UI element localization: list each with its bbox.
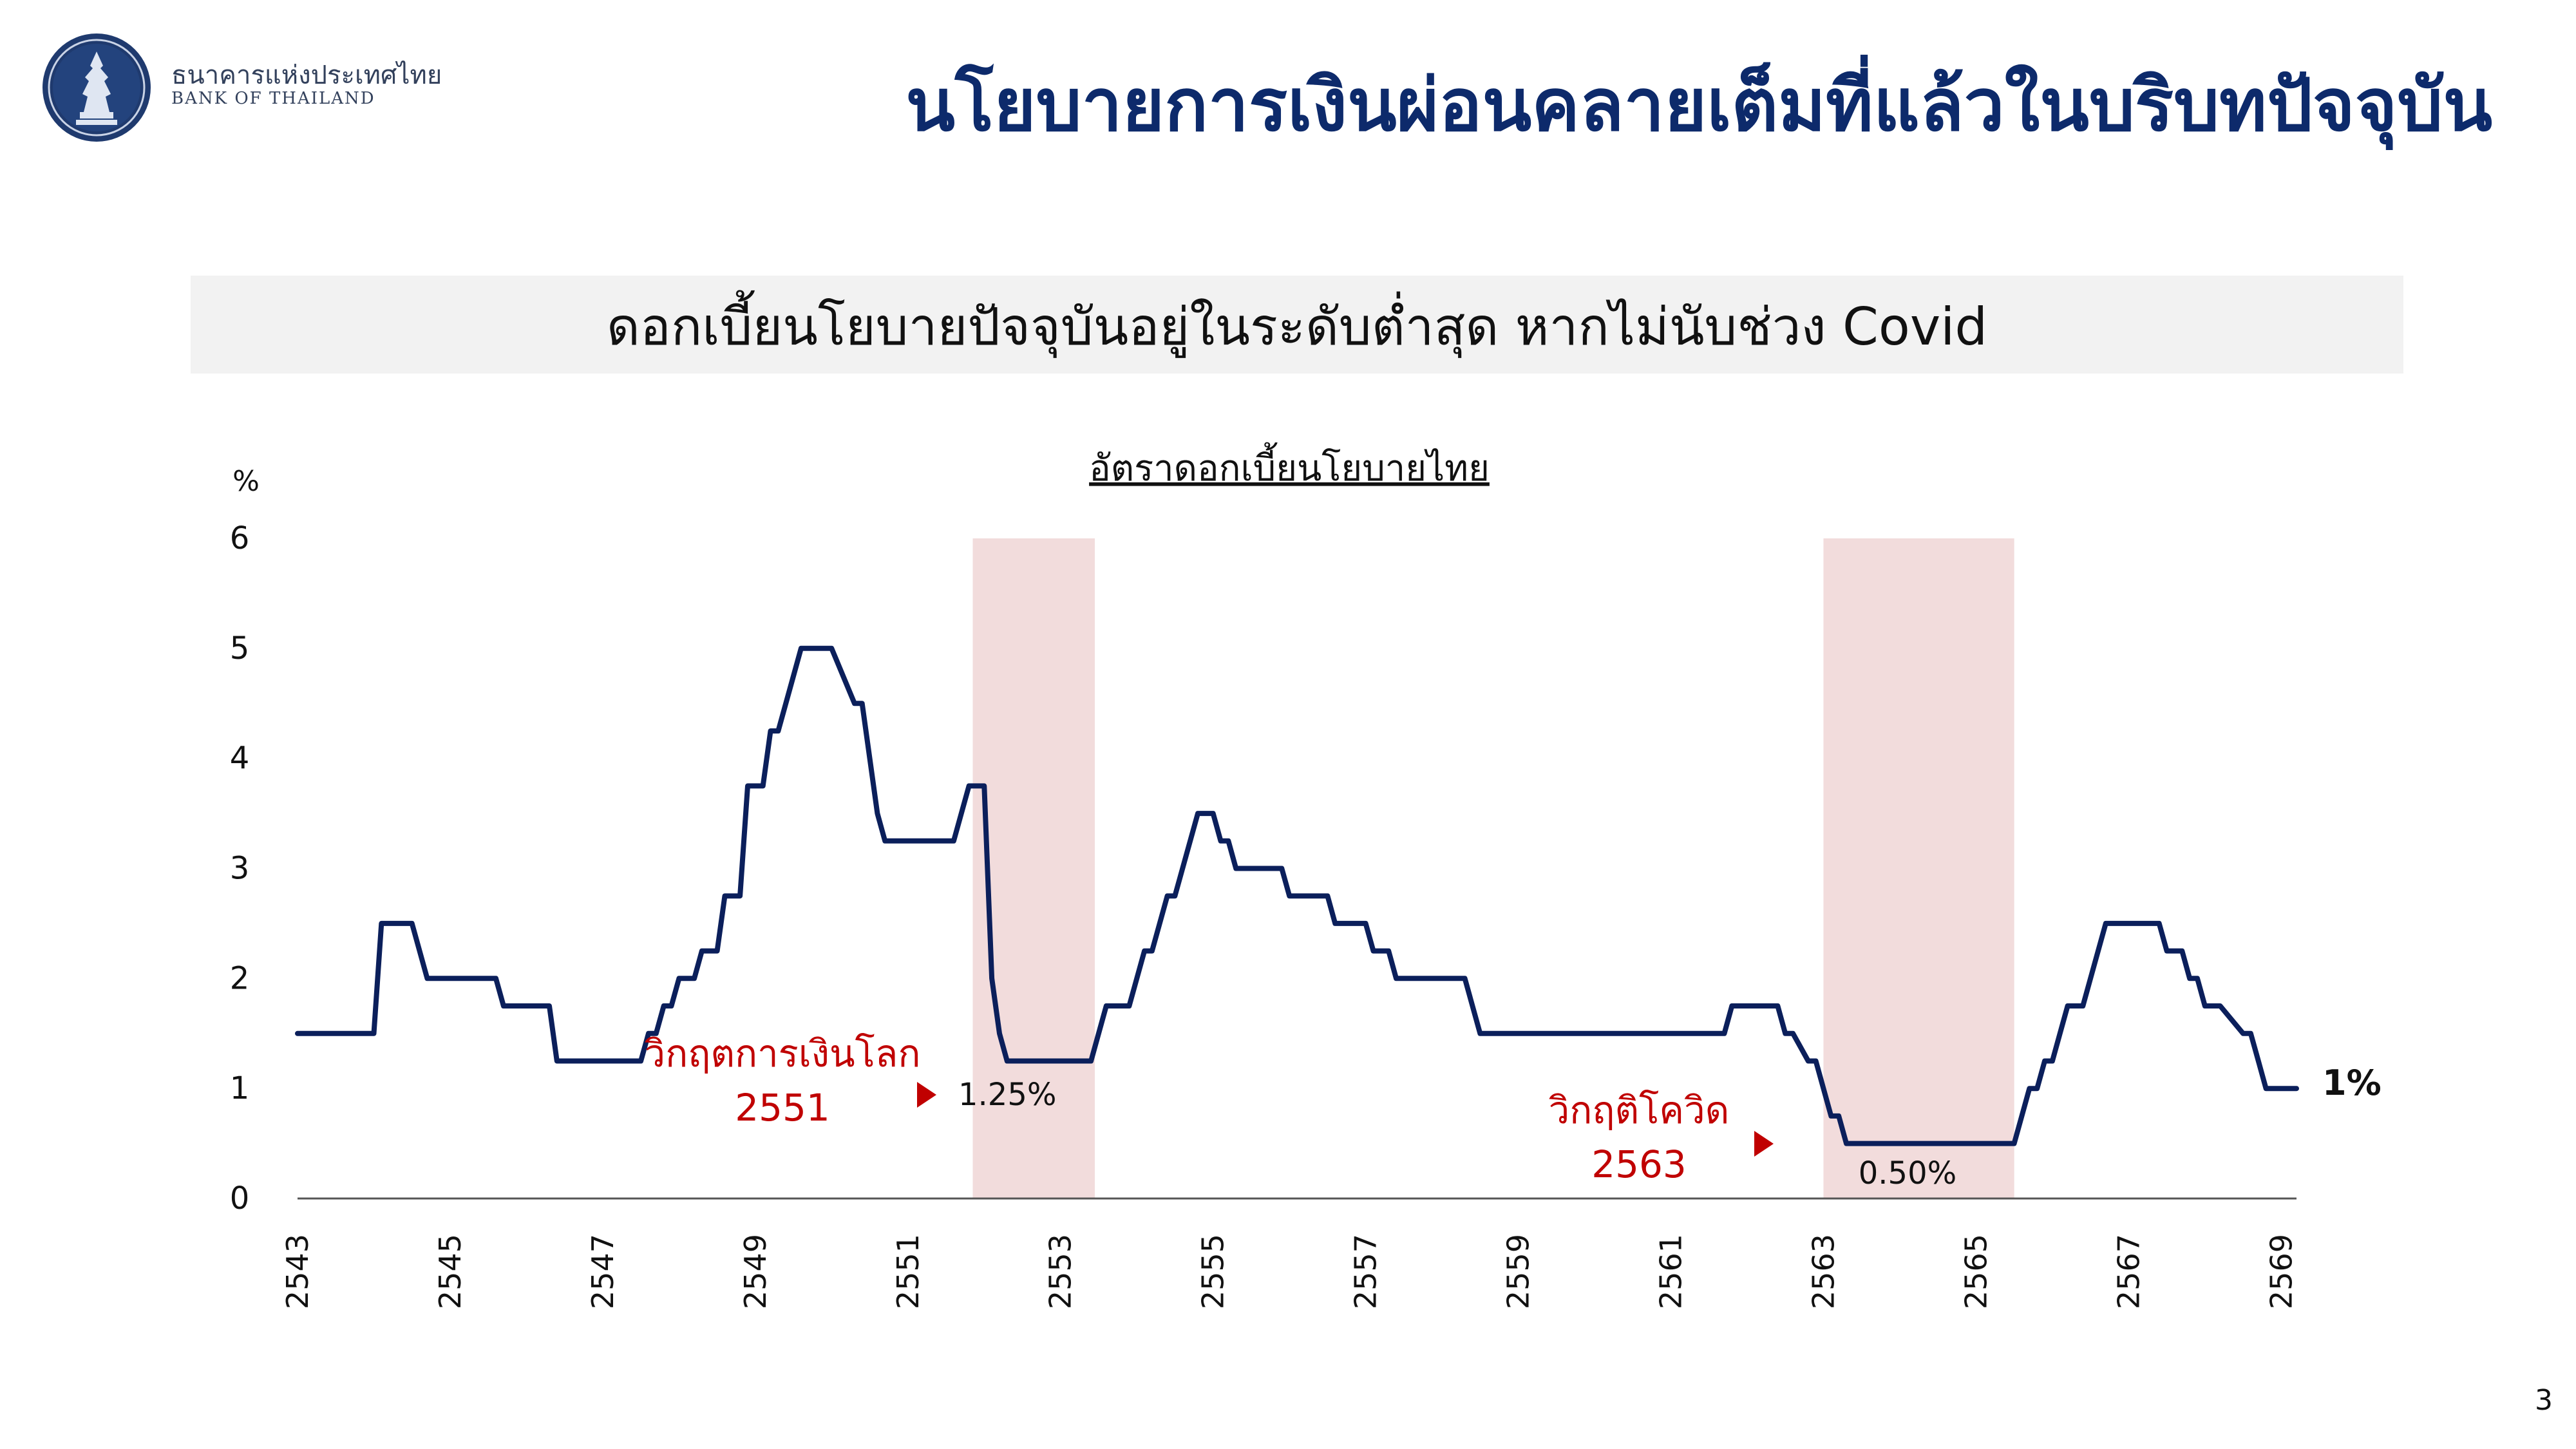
y-tick-label: 6 — [230, 520, 250, 556]
annotation-covid-value: 0.50% — [1859, 1155, 1956, 1191]
x-tick-label: 2567 — [2111, 1234, 2146, 1309]
bank-seal-icon — [43, 33, 151, 142]
x-tick-label: 2547 — [585, 1234, 620, 1309]
x-tick-label: 2543 — [280, 1234, 315, 1309]
annotation-gfc-arrow-icon — [917, 1082, 936, 1108]
annotation-gfc-value: 1.25% — [958, 1077, 1056, 1113]
y-tick-label: 3 — [230, 851, 250, 887]
crisis-shade-2 — [1823, 538, 2014, 1198]
annotation-gfc-label: วิกฤตการเงินโลก — [645, 1032, 921, 1075]
crisis-shade-1 — [972, 538, 1095, 1198]
org-name-english: BANK OF THAILAND — [171, 89, 375, 108]
policy-rate-line-1 — [295, 645, 2299, 1146]
x-tick-label: 2559 — [1501, 1234, 1536, 1309]
x-tick-label: 2553 — [1043, 1234, 1078, 1309]
annotation-gfc-year: 2551 — [735, 1086, 830, 1130]
end-value-label: 1% — [2322, 1063, 2382, 1103]
org-name-thai: ธนาคารแห่งประเทศไทย — [171, 61, 442, 90]
x-tick-label: 2561 — [1654, 1234, 1689, 1309]
page-number: 3 — [2535, 1384, 2553, 1417]
y-tick-label: 2 — [230, 960, 250, 996]
y-axis-unit: % — [232, 465, 260, 498]
page-title: นโยบายการเงินผ่อนคลายเต็มที่แล้วในบริบทป… — [905, 64, 2492, 147]
x-tick-label: 2551 — [891, 1234, 925, 1309]
annotation-covid-year: 2563 — [1591, 1142, 1687, 1186]
x-tick-label: 2569 — [2264, 1234, 2298, 1309]
x-tick-label: 2549 — [738, 1234, 773, 1309]
y-tick-label: 1 — [230, 1070, 250, 1106]
y-tick-label: 5 — [230, 630, 250, 667]
subtitle-banner: ดอกเบี้ยนโยบายปัจจุบันอยู่ในระดับต่ำสุด … — [191, 276, 2403, 374]
chart-title: อัตราดอกเบี้ยนโยบายไทย — [1089, 442, 1490, 489]
subtitle-text: ดอกเบี้ยนโยบายปัจจุบันอยู่ในระดับต่ำสุด … — [606, 297, 1988, 357]
x-tick-label: 2563 — [1806, 1234, 1841, 1309]
y-tick-label: 0 — [230, 1180, 250, 1217]
bank-logo: ธนาคารแห่งประเทศไทย BANK OF THAILAND — [41, 32, 442, 148]
y-tick-label: 4 — [230, 741, 250, 777]
x-tick-label: 2557 — [1349, 1234, 1383, 1309]
x-tick-label: 2545 — [433, 1234, 468, 1309]
annotation-covid-label: วิกฤติโควิด — [1549, 1088, 1730, 1132]
annotation-covid-arrow-icon — [1754, 1131, 1774, 1157]
x-tick-label: 2565 — [1958, 1234, 1993, 1309]
x-tick-label: 2555 — [1196, 1234, 1231, 1309]
